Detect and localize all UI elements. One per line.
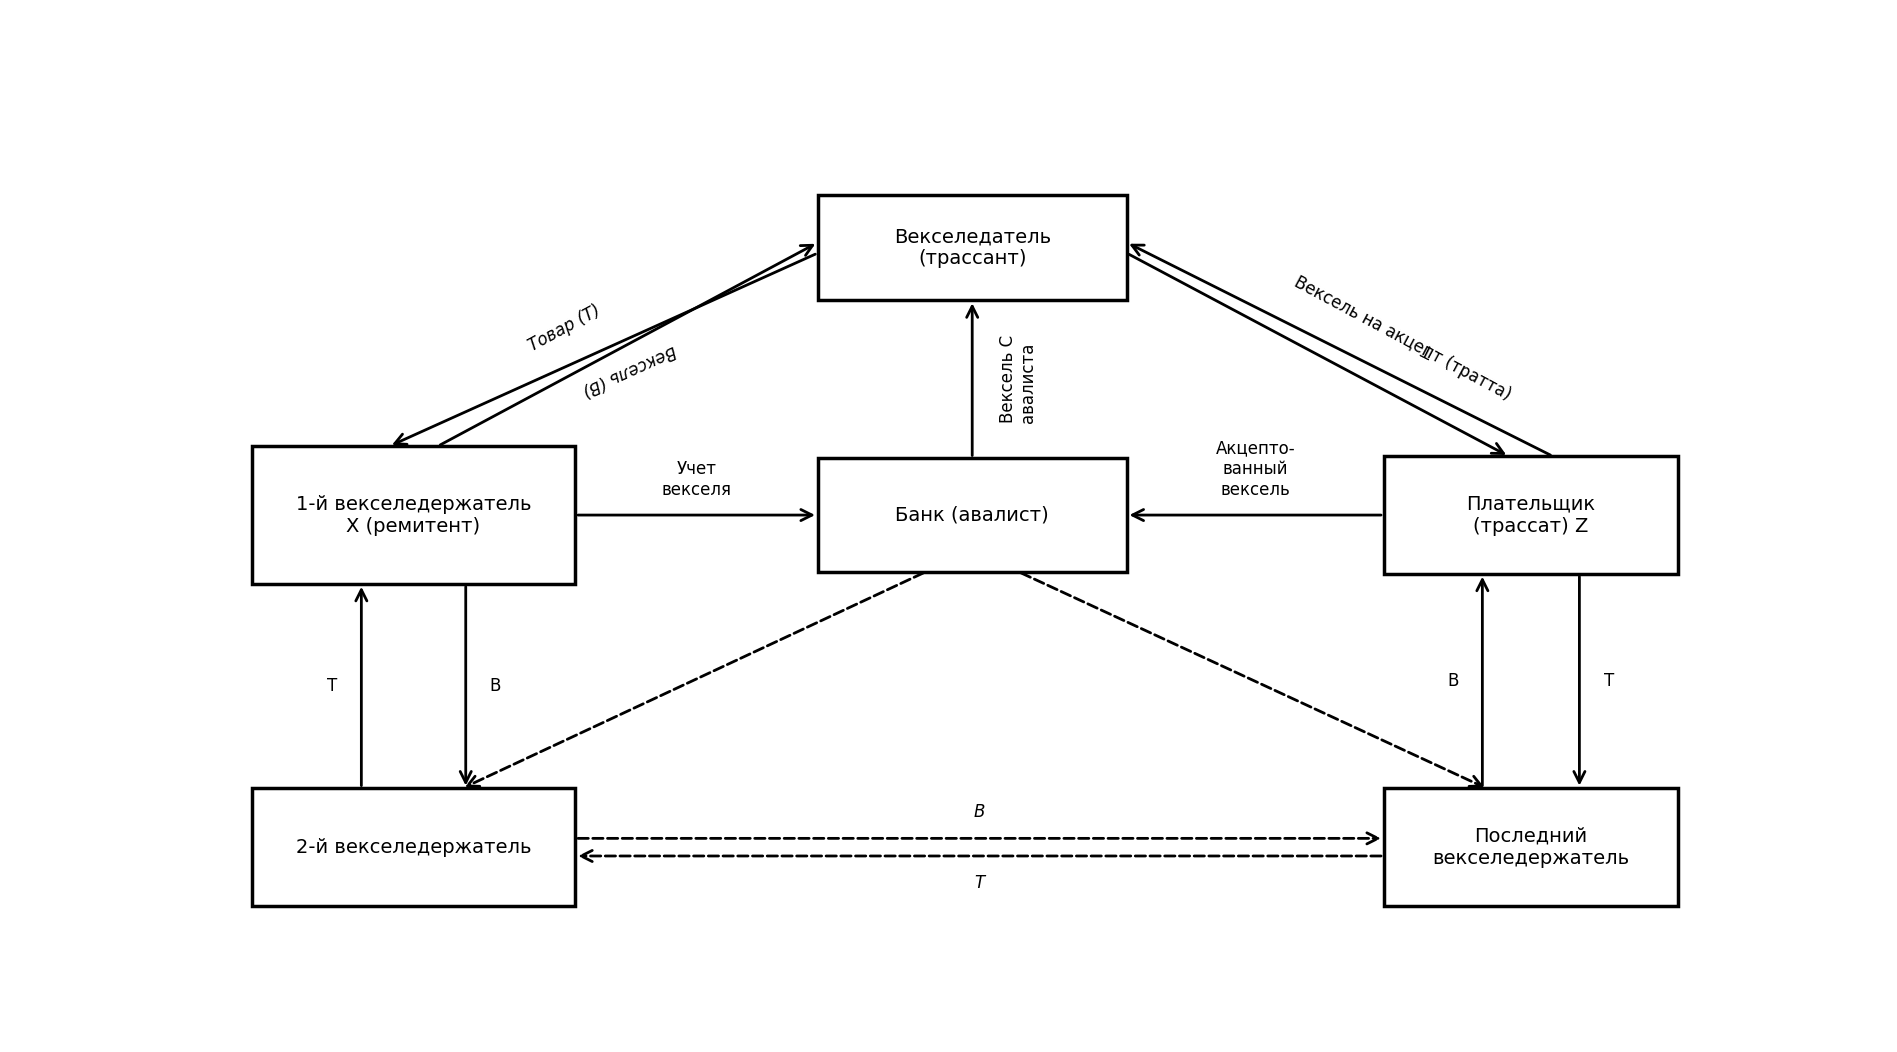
Text: 2-й векселедержатель: 2-й векселедержатель — [296, 837, 531, 856]
FancyBboxPatch shape — [1385, 788, 1677, 906]
Text: Т: Т — [326, 677, 338, 695]
Text: Товар (Т): Товар (Т) — [525, 302, 603, 355]
Text: Векселедатель
(трассант): Векселедатель (трассант) — [893, 227, 1051, 268]
Text: Вексель С
авалиста: Вексель С авалиста — [998, 336, 1038, 424]
Text: В: В — [973, 803, 985, 821]
FancyBboxPatch shape — [1385, 457, 1677, 573]
Text: В: В — [1447, 672, 1459, 690]
FancyBboxPatch shape — [818, 459, 1127, 572]
FancyBboxPatch shape — [252, 788, 575, 906]
Text: Банк (авалист): Банк (авалист) — [895, 506, 1049, 525]
FancyBboxPatch shape — [252, 446, 575, 584]
Text: Т: Т — [975, 874, 985, 892]
Text: Учет
векселя: Учет векселя — [662, 460, 732, 499]
FancyBboxPatch shape — [818, 195, 1127, 301]
Text: Вексель (В): Вексель (В) — [580, 341, 679, 399]
Text: В: В — [489, 677, 501, 695]
Text: Последний
векселедержатель: Последний векселедержатель — [1432, 827, 1630, 868]
Text: 1-й векселедержатель
Х (ремитент): 1-й векселедержатель Х (ремитент) — [296, 494, 531, 535]
Text: Плательщик
(трассат) Z: Плательщик (трассат) Z — [1466, 494, 1595, 535]
Text: Вексель на акцепт (тратта): Вексель на акцепт (тратта) — [1292, 274, 1514, 404]
Text: Акцепто-
ванный
вексель: Акцепто- ванный вексель — [1216, 440, 1296, 499]
Text: Т: Т — [1603, 672, 1614, 690]
Text: Т: Т — [1419, 339, 1436, 360]
